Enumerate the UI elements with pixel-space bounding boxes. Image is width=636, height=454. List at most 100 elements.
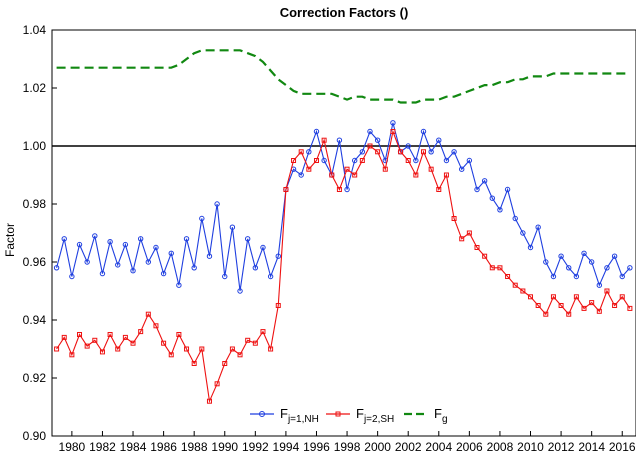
point	[206, 253, 213, 259]
point	[283, 187, 289, 192]
x-tick-label: 2010	[517, 440, 544, 454]
point	[367, 143, 373, 149]
point	[627, 305, 633, 311]
point	[298, 149, 304, 155]
point	[344, 166, 350, 172]
point	[122, 241, 129, 248]
point	[99, 349, 105, 355]
point	[260, 244, 266, 251]
point	[306, 166, 312, 172]
y-tick-label: 1.04	[23, 23, 47, 37]
point	[237, 288, 243, 294]
x-tick-label: 1986	[150, 440, 177, 454]
point	[543, 259, 549, 265]
point	[436, 187, 442, 192]
point	[612, 303, 618, 308]
point	[481, 178, 488, 184]
x-tick-label: 1998	[334, 440, 361, 454]
y-tick-label: 1.02	[23, 81, 47, 95]
point	[581, 305, 587, 311]
point	[267, 273, 274, 280]
legend-name: F	[434, 406, 442, 421]
point	[627, 265, 633, 271]
point	[260, 329, 266, 335]
series-line	[56, 49, 630, 104]
y-tick-label: 0.90	[23, 429, 47, 443]
point	[191, 361, 197, 366]
point	[130, 340, 136, 346]
point	[581, 250, 587, 257]
point	[398, 149, 404, 155]
point	[420, 128, 427, 135]
point	[497, 207, 503, 213]
point	[390, 120, 396, 126]
point	[390, 129, 396, 134]
point	[222, 273, 228, 280]
point	[107, 332, 113, 337]
point	[505, 274, 511, 279]
point	[482, 253, 488, 259]
y-axis-label: Factor	[3, 223, 17, 257]
point	[214, 381, 220, 387]
point	[543, 311, 549, 317]
x-tick-label: 1994	[273, 440, 300, 454]
point	[374, 137, 381, 143]
point	[604, 288, 610, 294]
point	[99, 270, 106, 277]
x-tick-label: 1992	[242, 440, 269, 454]
point	[336, 187, 342, 192]
point	[184, 346, 190, 352]
series-line	[56, 129, 631, 404]
point	[313, 158, 319, 163]
x-tick-label: 2006	[456, 440, 483, 454]
point	[497, 265, 503, 271]
point	[176, 332, 182, 337]
x-tick-label: 1996	[303, 440, 330, 454]
point	[321, 137, 327, 143]
point	[566, 311, 572, 317]
legend-marker	[335, 411, 341, 417]
x-tick-label: 1980	[59, 440, 86, 454]
point	[459, 236, 465, 242]
point	[596, 282, 603, 288]
point	[589, 300, 595, 306]
point	[535, 303, 541, 308]
point	[550, 294, 556, 300]
point	[520, 230, 526, 236]
point	[535, 224, 541, 230]
y-tick-label: 0.96	[23, 255, 47, 269]
point	[329, 172, 335, 178]
point	[619, 294, 625, 300]
point	[84, 343, 90, 349]
point	[69, 273, 75, 280]
point	[405, 143, 411, 149]
point	[77, 332, 83, 337]
point	[69, 352, 75, 358]
point	[413, 157, 419, 164]
point	[138, 329, 144, 335]
point	[275, 253, 281, 259]
point	[512, 282, 518, 288]
point	[222, 361, 228, 366]
point	[229, 346, 235, 352]
point	[76, 241, 83, 248]
point	[474, 186, 480, 193]
point	[512, 215, 518, 222]
point	[92, 337, 98, 343]
point	[275, 303, 281, 308]
point	[84, 259, 90, 265]
point	[107, 239, 113, 245]
point	[54, 346, 60, 352]
point	[183, 236, 190, 242]
y-tick-label: 1.00	[23, 139, 47, 153]
point	[61, 334, 67, 340]
legend-subscript: j=1,NH	[287, 414, 319, 425]
point	[352, 172, 358, 178]
point	[336, 137, 343, 143]
point	[153, 323, 159, 329]
point	[161, 340, 167, 346]
point	[466, 157, 473, 164]
point	[244, 236, 251, 242]
x-tick-label: 2002	[395, 440, 422, 454]
x-tick-label: 2008	[487, 440, 514, 454]
